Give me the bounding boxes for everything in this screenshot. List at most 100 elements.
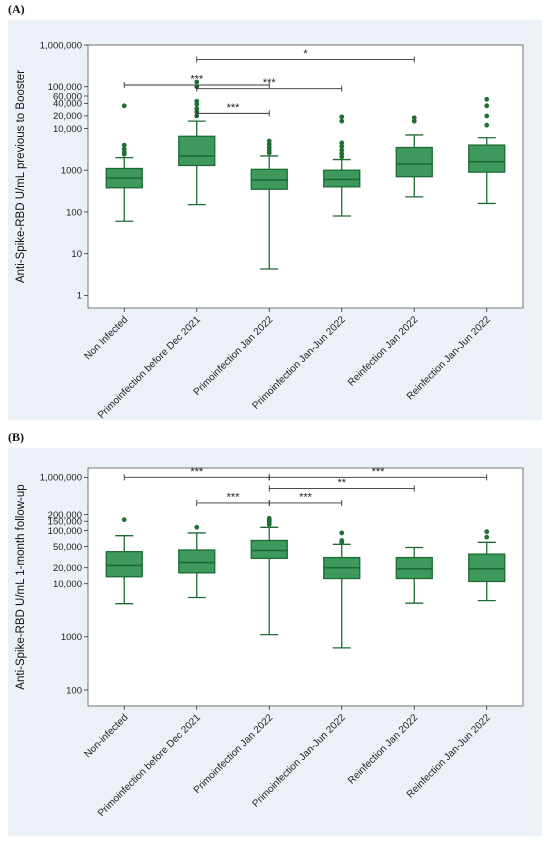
chart-b-y-axis-label: Anti-Spike-RBD U/mL 1-month follow-up [15,484,27,689]
chart-b-sig-label-4: *** [372,466,386,478]
chart-b-outlier-5-0 [484,534,490,540]
chart-b-box-5 [468,529,506,602]
chart-b-iqr-box-4 [395,556,433,580]
chart-b-category-label-5: Reinfection Jan-Jun 2022 [405,712,493,800]
chart-b-outlier-5-1 [484,529,490,535]
chart-a-outlier-1-4 [194,98,200,104]
chart-a-box-1 [178,79,216,206]
chart-a-ytick-label-6: 40,000 [53,99,82,110]
chart-a-outlier-1-2 [194,106,200,111]
chart-a-box-0 [105,103,143,222]
chart-a-significance-bracket-3: * [196,48,415,63]
panel-b-label: (B) [8,430,24,444]
chart-b-category-label-0: Non-infected [82,712,130,760]
chart-a-ytick-label-4: 10,000 [53,124,82,135]
chart-a-outlier-3-1 [339,151,345,157]
chart-a-ytick-label-9: 1,000,000 [40,40,82,51]
chart-a-outlier-3-5 [339,118,345,124]
chart-a-significance-bracket-2: *** [196,77,343,92]
chart-a-outlier-3-4 [339,140,345,146]
chart-a-outlier-3-3 [339,144,345,149]
chart-a-category-label-2: Primoinfection Jan 2022 [192,314,276,398]
chart-a-outlier-3-2 [339,147,345,153]
chart-a-ytick-label-3: 1000 [61,166,82,177]
chart-a-category-label-4: Reinfection Jan 2022 [346,314,421,389]
chart-b-ytick-label-0: 100 [66,685,82,696]
chart-b-ytick-label-4: 50,000 [53,542,82,553]
chart-b-iqr-box-1 [178,549,216,574]
chart-a-box-2 [250,138,288,270]
chart-b-ytick-label-8: 1,000,000 [40,473,82,484]
chart-a-ytick-label-8: 100,000 [48,82,82,93]
chart-a-sig-label-0: *** [190,74,204,86]
chart-a-box-4 [395,115,433,198]
chart-b-sig-label-1: *** [227,491,241,503]
chart-b-category-label-2: Primoinfection Jan 2022 [192,712,276,796]
chart-a-significance-bracket-1: *** [196,102,270,117]
chart-b-iqr-box-5 [468,553,506,583]
chart-b-box-0 [105,517,143,605]
chart-a-ytick-label-0: 1 [77,291,82,302]
chart-b-outlier-1-0 [194,524,200,530]
chart-a-box-5 [468,96,506,205]
chart-b-sig-label-0: *** [190,466,204,478]
chart-b-outlier-3-2 [339,530,345,536]
chart-b-box-3 [323,530,361,649]
chart-a-outlier-0-4 [121,103,127,109]
chart-a-outlier-5-0 [484,122,490,128]
chart-b-significance-bracket-4: *** [268,466,488,481]
chart-b-sig-label-3: ** [337,477,346,489]
chart-a-ytick-label-2: 100 [66,207,82,218]
chart-a-sig-label-2: *** [263,77,277,89]
chart-a-category-label-0: Non Infected [82,314,130,362]
chart-a-outlier-5-3 [484,96,490,102]
chart-a-outlier-0-2 [121,146,127,152]
chart-b-outlier-0-0 [121,517,127,523]
chart-a-ytick-label-7: 60,000 [53,91,82,102]
chart-a-previous-to-booster: 1 10 100 1000 10,000 20,00040,00060,000100,00… [15,40,524,420]
chart-b-ytick-label-2: 10,000 [53,579,82,590]
chart-b-iqr-box-0 [105,551,143,578]
chart-b-box-2 [250,515,288,636]
chart-b-outlier-3-1 [339,538,345,543]
chart-a-outlier-5-2 [484,103,490,109]
chart-a-outlier-4-0 [411,118,417,124]
chart-a-ytick-label-1: 10 [71,249,82,260]
chart-b-one-month-follow-up: 100 1000 10,000 20,000 50,000 100,000150,0002… [15,466,524,819]
chart-a-y-axis-label: Anti-Spike-RBD U/mL previous to Booster [15,70,27,283]
panel-a-label: (A) [8,2,25,16]
chart-b-ytick-label-6: 150,000 [48,516,82,527]
chart-b-iqr-box-2 [250,539,288,559]
chart-a-outlier-5-1 [484,113,490,119]
chart-b-ytick-label-7: 200,000 [48,510,82,521]
chart-a-outlier-2-2 [266,145,272,150]
chart-a-box-3 [323,114,361,217]
chart-b-box-4 [395,546,433,604]
chart-a-sig-label-1: *** [227,102,241,114]
chart-b-significance-bracket-2: *** [268,491,343,506]
chart-b-ytick-label-5: 100,000 [48,526,82,537]
chart-a-outlier-2-4 [266,138,272,144]
chart-b-sig-label-2: *** [299,491,313,503]
chart-a-sig-label-3: * [303,48,308,60]
chart-a-iqr-box-3 [323,169,361,188]
chart-b-significance-bracket-3: ** [268,477,415,492]
chart-a-outlier-1-6 [194,79,200,85]
chart-a-significance-bracket-0: *** [123,74,270,89]
chart-a-plot-area [87,44,524,309]
chart-a-ytick-label-5: 20,000 [53,111,82,122]
chart-b-ytick-label-1: 1000 [61,632,82,643]
chart-b-outlier-2-4 [266,515,272,521]
chart-b-ytick-label-3: 20,000 [53,563,82,574]
chart-b-box-1 [178,524,216,599]
chart-a-iqr-box-2 [250,168,288,190]
chart-b-category-label-4: Reinfection Jan 2022 [346,712,421,787]
chart-a-iqr-box-1 [178,135,216,167]
chart-a-outlier-4-1 [411,115,417,121]
chart-a-iqr-box-4 [395,146,433,178]
chart-a-category-label-5: Reinfection Jan-Jun 2022 [405,314,493,402]
chart-a-iqr-box-5 [468,144,506,173]
chart-a-outlier-0-3 [121,142,127,148]
chart-a-outlier-3-6 [339,114,345,120]
chart-b-plot-area [87,467,524,707]
